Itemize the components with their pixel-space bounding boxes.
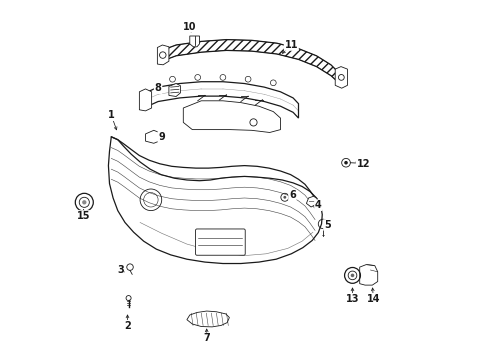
Polygon shape (306, 196, 317, 207)
Text: 10: 10 (183, 22, 196, 32)
Text: 15: 15 (77, 211, 90, 221)
Text: 13: 13 (345, 294, 359, 304)
Polygon shape (108, 137, 322, 264)
Circle shape (82, 200, 86, 204)
FancyBboxPatch shape (195, 229, 244, 255)
Text: 9: 9 (158, 132, 165, 142)
Polygon shape (143, 82, 298, 118)
Text: 3: 3 (117, 265, 123, 275)
Text: 8: 8 (154, 83, 161, 93)
Polygon shape (186, 311, 229, 327)
Text: 4: 4 (314, 200, 321, 210)
Polygon shape (145, 130, 161, 143)
Circle shape (344, 161, 347, 165)
Text: 12: 12 (356, 159, 369, 169)
Text: 7: 7 (203, 333, 210, 343)
Text: 11: 11 (284, 40, 298, 50)
Circle shape (283, 196, 285, 199)
Polygon shape (162, 40, 337, 82)
Polygon shape (183, 101, 280, 132)
Text: 1: 1 (108, 110, 115, 120)
Text: 14: 14 (366, 294, 379, 304)
Polygon shape (139, 89, 151, 111)
Polygon shape (157, 45, 168, 65)
Polygon shape (168, 84, 180, 96)
Text: 2: 2 (124, 321, 131, 331)
Polygon shape (359, 265, 377, 285)
Text: 5: 5 (323, 220, 330, 230)
Circle shape (350, 274, 354, 277)
Polygon shape (189, 36, 199, 47)
Text: 6: 6 (288, 190, 295, 200)
Polygon shape (335, 67, 347, 88)
